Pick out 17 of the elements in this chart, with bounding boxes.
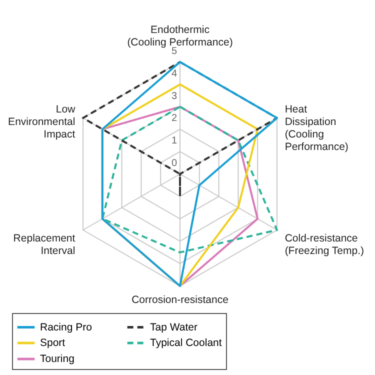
spoke-label: Low Environmental Impact — [8, 104, 76, 141]
legend-label: Tap Water — [150, 321, 198, 334]
spoke-label: Endothermic (Cooling Performance) — [127, 24, 233, 49]
legend-label: Racing Pro — [40, 321, 92, 334]
y-tick-label: 0 — [171, 158, 178, 169]
spoke-label: Corrosion-resistance — [132, 294, 229, 306]
y-tick-label: 5 — [171, 46, 178, 57]
y-tick-label: 3 — [171, 90, 178, 102]
spoke-label: Heat Dissipation (Cooling Performance) — [284, 104, 348, 154]
y-tick-label: 1 — [171, 136, 178, 147]
y-tick-label: 2 — [171, 113, 178, 124]
legend-label: Typical Coolant — [150, 337, 222, 349]
spoke-label: Cold-resistance (Freezing Temp.) — [284, 232, 364, 257]
legend-label: Sport — [40, 337, 66, 349]
y-tick-label: 4 — [171, 68, 178, 80]
spoke-label: Replacement Interval — [13, 232, 76, 257]
legend-label: Touring — [40, 353, 75, 365]
